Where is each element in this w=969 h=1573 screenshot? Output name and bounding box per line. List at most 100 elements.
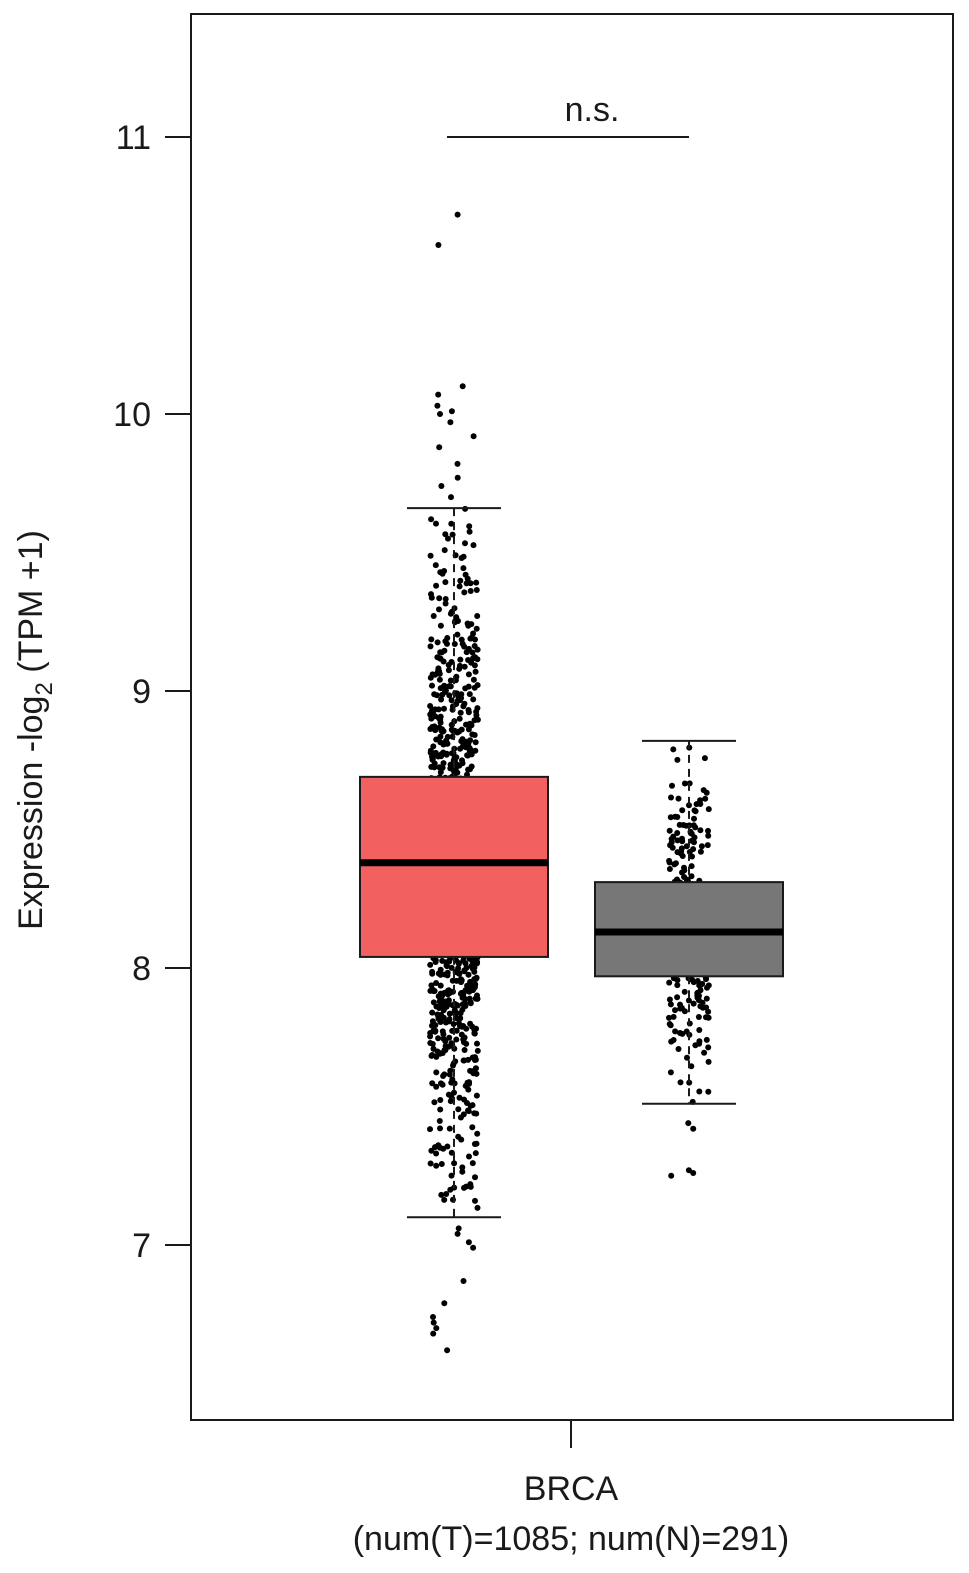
data-point-T — [429, 682, 435, 689]
data-point-T — [471, 662, 478, 669]
data-point-T — [448, 520, 455, 527]
data-point-T — [472, 1174, 478, 1181]
data-point-T — [446, 1125, 453, 1132]
data-point-N — [669, 782, 675, 789]
data-point-T — [433, 736, 440, 743]
data-point-T — [461, 1047, 468, 1053]
data-point-N — [678, 845, 685, 852]
data-point-N — [701, 755, 708, 762]
data-point-N — [674, 756, 681, 763]
data-point-N — [672, 860, 679, 867]
outlier-point-T — [430, 1314, 436, 1320]
data-point-T — [464, 752, 471, 759]
data-point-T — [460, 565, 467, 572]
data-point-T — [450, 768, 457, 774]
data-point-T — [470, 655, 477, 662]
outlier-point-T — [437, 411, 443, 417]
data-point-N — [705, 1088, 712, 1095]
data-point-N — [705, 1014, 712, 1021]
data-point-T — [428, 982, 435, 989]
data-point-T — [458, 636, 465, 643]
outlier-point-T — [454, 211, 461, 218]
outlier-point-T — [454, 474, 461, 481]
data-point-T — [434, 669, 441, 676]
data-point-N — [694, 994, 701, 1001]
data-point-T — [462, 571, 469, 578]
data-point-N — [670, 1037, 677, 1043]
data-point-T — [437, 685, 444, 692]
data-point-T — [451, 1160, 458, 1167]
data-point-T — [470, 542, 477, 549]
data-point-N — [703, 976, 709, 983]
data-point-T — [433, 980, 440, 986]
data-point-T — [435, 1035, 442, 1042]
data-point-T — [457, 709, 464, 716]
outlier-point-T — [444, 1347, 451, 1354]
data-point-N — [666, 979, 673, 986]
data-point-N — [703, 1036, 710, 1043]
boxes — [359, 507, 784, 1219]
data-point-T — [432, 713, 439, 720]
data-point-N — [704, 984, 710, 991]
data-point-N — [681, 864, 687, 871]
data-point-N — [705, 1044, 712, 1051]
data-point-T — [457, 1023, 463, 1030]
data-point-T — [457, 976, 464, 983]
data-point-N — [666, 859, 673, 866]
data-point-T — [467, 1020, 474, 1027]
data-point-T — [444, 1143, 451, 1150]
data-point-T — [433, 1083, 440, 1090]
data-point-T — [465, 743, 472, 750]
data-point-T — [441, 1196, 448, 1203]
data-point-T — [443, 737, 450, 744]
data-point-N — [703, 995, 710, 1002]
data-point-N — [674, 994, 681, 1001]
data-point-T — [472, 1056, 479, 1063]
data-point-T — [467, 1183, 474, 1190]
data-point-T — [437, 713, 444, 720]
data-point-N — [705, 1058, 712, 1065]
outlier-point-T — [430, 1330, 437, 1337]
data-point-T — [462, 540, 468, 547]
data-point-N — [686, 802, 692, 809]
data-point-N — [672, 1007, 678, 1014]
data-point-T — [429, 970, 436, 977]
data-point-T — [428, 1147, 435, 1154]
y-axis: 7 8 9 10 11 — [113, 119, 191, 1265]
data-point-T — [459, 736, 466, 743]
y-tick-label: 11 — [116, 119, 151, 157]
data-point-N — [705, 832, 712, 839]
data-point-T — [469, 965, 476, 972]
data-point-T — [442, 689, 448, 695]
data-point-N — [667, 1069, 674, 1076]
outlier-point-T — [465, 1239, 472, 1246]
data-point-T — [454, 761, 461, 768]
data-point-T — [444, 635, 451, 641]
data-point-N — [668, 794, 674, 801]
data-point-N — [667, 1022, 674, 1029]
significance-bracket: n.s. — [447, 91, 689, 138]
data-point-T — [441, 547, 448, 554]
data-point-T — [474, 1130, 481, 1137]
data-point-T — [437, 1125, 443, 1132]
data-point-N — [691, 807, 698, 814]
data-point-N — [674, 876, 680, 883]
data-point-N — [689, 853, 695, 860]
data-point-T — [433, 692, 440, 699]
data-point-T — [461, 663, 468, 670]
box-T — [359, 775, 549, 958]
data-point-T — [457, 656, 464, 663]
data-point-N — [670, 1013, 677, 1020]
data-point-N — [675, 1046, 682, 1052]
data-point-T — [468, 763, 475, 770]
outlier-point-T — [447, 419, 454, 426]
data-point-T — [443, 750, 450, 757]
data-point-T — [437, 733, 444, 740]
data-point-T — [427, 1126, 433, 1133]
data-point-T — [433, 1162, 440, 1169]
data-point-T — [437, 569, 444, 576]
data-point-T — [462, 685, 469, 692]
data-point-T — [441, 705, 447, 712]
data-point-T — [432, 1027, 439, 1034]
